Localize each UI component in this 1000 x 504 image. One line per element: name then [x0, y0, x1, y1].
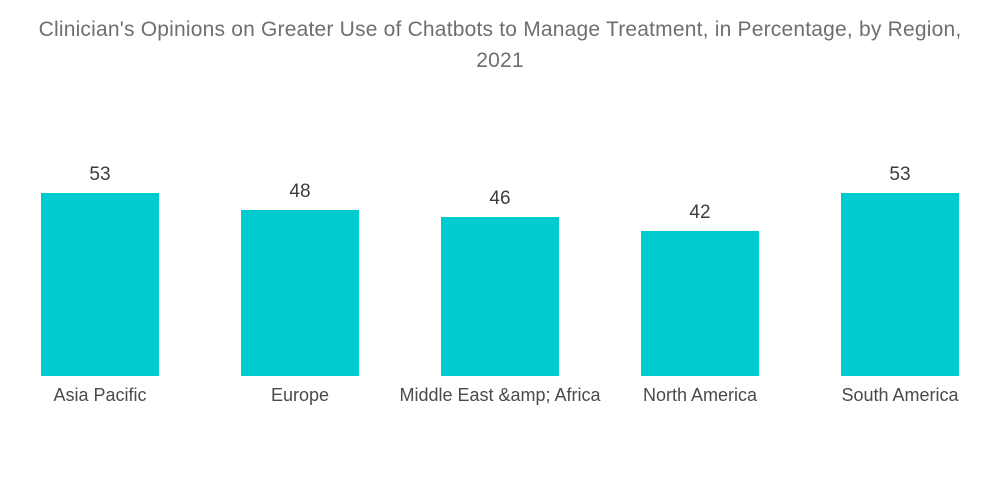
bar-value-label: 53: [889, 164, 911, 185]
bar-north-america: [641, 231, 759, 376]
bar-stack: 42: [641, 80, 759, 376]
category-label-north-america: North America: [642, 385, 758, 405]
bar-group-north-america: 42 North America: [600, 80, 800, 406]
category-label-asia-pacific: Asia Pacific: [53, 385, 147, 405]
bar-value-label: 42: [689, 202, 711, 223]
bar-south-america: [841, 193, 959, 376]
bar-value-label: 53: [89, 164, 111, 185]
bar-value-label: 48: [289, 181, 311, 202]
bar-group-asia-pacific: 53 Asia Pacific: [0, 80, 200, 406]
category-label-south-america: South America: [841, 385, 959, 405]
bar-stack: 53: [841, 80, 959, 376]
bar-value-label: 46: [489, 188, 511, 209]
bar-group-south-america: 53 South America: [800, 80, 1000, 406]
bar-europe: [241, 210, 359, 376]
bar-middle-east-africa: [441, 217, 559, 376]
bar-stack: 46: [441, 80, 559, 376]
category-label-middle-east-africa: Middle East &amp; Africa: [399, 385, 601, 405]
bar-group-europe: 48 Europe: [200, 80, 400, 406]
plot-area: 53 Asia Pacific 48 Europe 46 Middle East…: [0, 80, 1000, 406]
bar-group-middle-east-africa: 46 Middle East &amp; Africa: [399, 80, 601, 406]
bar-stack: 53: [41, 80, 159, 376]
bar-asia-pacific: [41, 193, 159, 376]
chart-title: Clinician's Opinions on Greater Use of C…: [38, 18, 962, 72]
bar-stack: 48: [241, 80, 359, 376]
category-label-europe: Europe: [270, 385, 330, 405]
